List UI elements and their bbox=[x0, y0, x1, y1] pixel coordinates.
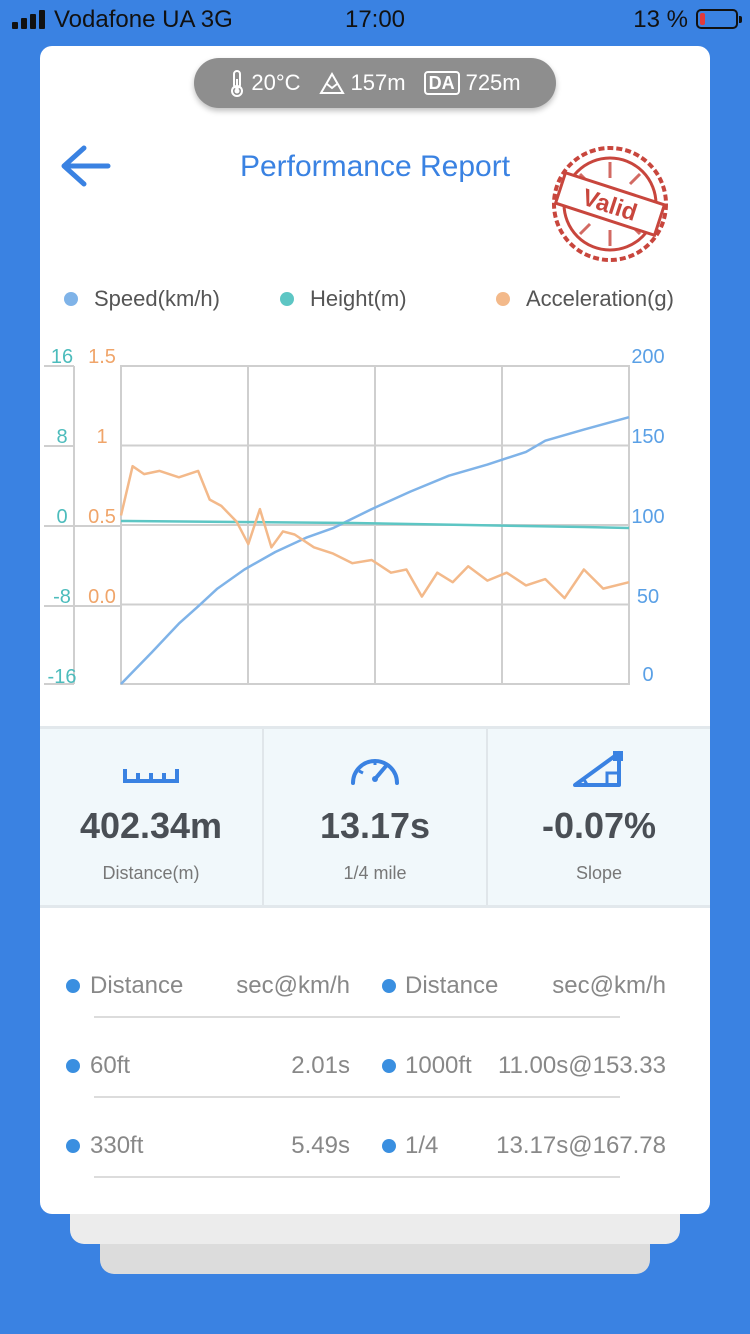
legend-item-height: Height(m) bbox=[280, 286, 407, 312]
valid-stamp-icon: Valid bbox=[552, 146, 668, 262]
row-divider bbox=[94, 1176, 620, 1178]
speed-tick-label: 100 bbox=[631, 506, 664, 528]
back-arrow-icon[interactable] bbox=[58, 144, 114, 188]
height-tick-label: 8 bbox=[56, 426, 67, 448]
header-right-name: Distance bbox=[405, 972, 499, 999]
speed-series-line bbox=[120, 415, 630, 685]
quarter-mile-time: 13.17s bbox=[319, 805, 431, 846]
slope-value: -0.07% bbox=[541, 805, 657, 846]
legend-label-acceleration: Acceleration(g) bbox=[526, 286, 674, 311]
row-divider bbox=[94, 1016, 620, 1018]
bullet-icon bbox=[382, 1139, 396, 1153]
height-series-line bbox=[120, 519, 630, 530]
slope-icon bbox=[573, 751, 623, 787]
density-altitude-value: 725m bbox=[465, 70, 521, 95]
acceleration-series-line bbox=[119, 464, 630, 600]
bullet-icon bbox=[66, 979, 80, 993]
performance-chart: 16 8 0 -8 -16 1.5 1 0.5 0.0 200 150 100 50 0 bbox=[44, 346, 665, 688]
bullet-icon bbox=[66, 1059, 80, 1073]
legend-dot-speed bbox=[64, 292, 78, 306]
quarter-mile-label: 1/4 mile bbox=[343, 863, 407, 883]
split-left-value: 5.49s bbox=[291, 1132, 350, 1159]
legend-dot-acceleration bbox=[496, 292, 510, 306]
speed-tick-label: 0 bbox=[642, 664, 653, 686]
header-left-value: sec@km/h bbox=[236, 972, 350, 999]
distance-label: Distance(m) bbox=[102, 863, 200, 883]
chart-legend: Speed(km/h) Height(m) Acceleration(g) bbox=[40, 286, 710, 316]
acceleration-tick-label: 1 bbox=[96, 426, 107, 448]
height-tick-label: 16 bbox=[51, 346, 73, 368]
legend-item-speed: Speed(km/h) bbox=[64, 286, 220, 312]
battery-icon bbox=[696, 9, 742, 29]
density-altitude-badge: DA bbox=[423, 71, 460, 95]
battery-percent: 13 % bbox=[633, 6, 688, 33]
header-left-name: Distance bbox=[90, 972, 184, 999]
split-left-name: 330ft bbox=[90, 1132, 144, 1159]
acceleration-tick-label: 1.5 bbox=[88, 346, 116, 368]
ruler-icon bbox=[123, 769, 179, 783]
carrier-name: Vodafone UA 3G bbox=[54, 6, 233, 33]
mountain-icon bbox=[318, 72, 345, 94]
split-right-name: 1/4 bbox=[405, 1132, 439, 1159]
height-tick-label: -16 bbox=[48, 666, 77, 688]
split-right-value: 13.17s@167.78 bbox=[496, 1132, 666, 1159]
status-bar: Vodafone UA 3G 17:00 13 % bbox=[0, 0, 750, 40]
bullet-icon bbox=[382, 979, 396, 993]
temperature-value: 20°C bbox=[251, 70, 301, 95]
thermometer-icon bbox=[231, 70, 244, 97]
bullet-icon bbox=[66, 1139, 80, 1153]
legend-dot-height bbox=[280, 292, 294, 306]
acceleration-tick-label: 0.0 bbox=[88, 586, 116, 608]
split-row: 60ft 2.01s 1000ft 11.00s@153.33 bbox=[40, 1046, 710, 1086]
legend-label-speed: Speed(km/h) bbox=[94, 286, 220, 311]
speed-tick-label: 200 bbox=[631, 346, 664, 368]
split-left-name: 60ft bbox=[90, 1052, 131, 1079]
speed-tick-label: 50 bbox=[637, 586, 659, 608]
legend-item-acceleration: Acceleration(g) bbox=[496, 286, 674, 312]
altitude-value: 157m bbox=[350, 70, 406, 95]
stat-distance: 402.34m Distance(m) bbox=[40, 729, 262, 905]
signal-icon bbox=[12, 10, 45, 29]
row-divider bbox=[94, 1096, 620, 1098]
slope-label: Slope bbox=[575, 863, 623, 883]
split-row: 330ft 5.49s 1/4 13.17s@167.78 bbox=[40, 1126, 710, 1166]
bullet-icon bbox=[382, 1059, 396, 1073]
summary-stats: 402.34m Distance(m) 13.17s 1/4 mile -0.0… bbox=[40, 726, 710, 908]
height-tick-label: 0 bbox=[56, 506, 67, 528]
height-tick-label: -8 bbox=[53, 586, 71, 608]
header-right-value: sec@km/h bbox=[552, 972, 666, 999]
split-right-value: 11.00s@153.33 bbox=[497, 1052, 666, 1079]
stat-slope: -0.07% Slope bbox=[486, 729, 710, 905]
clock: 17:00 bbox=[344, 6, 406, 33]
legend-label-height: Height(m) bbox=[310, 286, 407, 311]
split-header-row: Distance sec@km/h Distance sec@km/h bbox=[40, 966, 710, 1006]
distance-value: 402.34m bbox=[79, 805, 223, 846]
speed-tick-label: 150 bbox=[631, 426, 664, 448]
split-left-value: 2.01s bbox=[291, 1052, 350, 1079]
stat-quarter-mile: 13.17s 1/4 mile bbox=[262, 729, 486, 905]
page-title: Performance Report bbox=[239, 150, 511, 183]
split-right-name: 1000ft bbox=[405, 1052, 472, 1079]
acceleration-tick-label: 0.5 bbox=[88, 506, 116, 528]
environment-pill: 20°C 157m DA 725m bbox=[194, 58, 556, 108]
speedometer-icon bbox=[351, 759, 399, 785]
report-card: 20°C 157m DA 725m Performance Report bbox=[40, 46, 710, 1214]
